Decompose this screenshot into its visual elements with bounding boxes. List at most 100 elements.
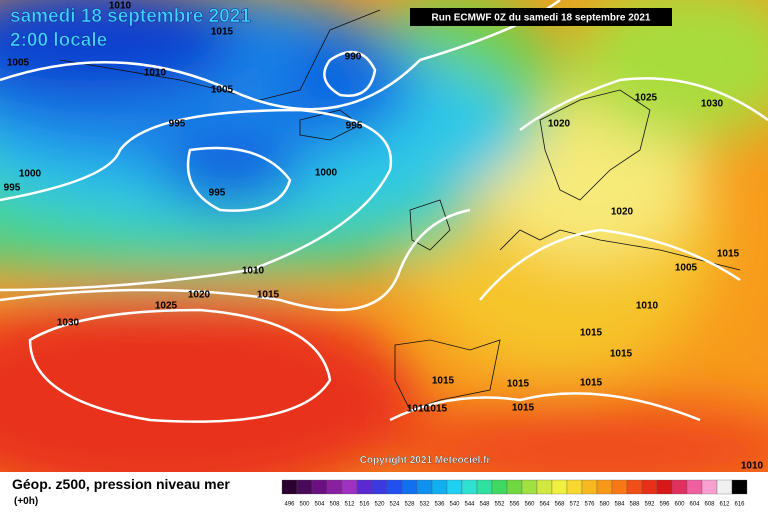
scale-swatch <box>326 479 343 495</box>
scale-swatch <box>641 479 658 495</box>
isobar-label: 1010 <box>242 266 265 277</box>
scale-swatch <box>356 479 373 495</box>
scale-swatch <box>686 479 703 495</box>
scale-label: 596 <box>659 502 670 508</box>
scale-swatch <box>596 479 613 495</box>
legend-title: Géop. z500, pression niveau mer <box>12 476 230 492</box>
scale-swatch <box>626 479 643 495</box>
isobar-label: 1020 <box>548 119 571 130</box>
isobar-label: 1005 <box>7 58 30 69</box>
isobar-label: 1015 <box>580 378 603 389</box>
scale-swatch <box>311 479 328 495</box>
date-title: samedi 18 septembre 2021 <box>10 6 251 27</box>
isobars <box>0 0 768 423</box>
isobar-label: 1010 <box>109 1 132 12</box>
isobar-label: 1015 <box>610 349 633 360</box>
scale-swatch <box>341 479 358 495</box>
isobar-label: 995 <box>169 119 186 130</box>
isobar-label: 1020 <box>188 290 211 301</box>
scale-swatch <box>461 479 478 495</box>
isobar-label: 1015 <box>257 290 280 301</box>
scale-label: 576 <box>584 502 595 508</box>
scale-label: 572 <box>569 502 580 508</box>
scale-label: 520 <box>374 502 385 508</box>
isobar-label: 1010 <box>407 404 430 415</box>
scale-swatch <box>296 479 313 495</box>
scale-swatch <box>671 479 688 495</box>
scale-swatch <box>476 479 493 495</box>
scale-label: 524 <box>389 502 400 508</box>
scale-swatch <box>506 479 523 495</box>
scale-label: 528 <box>404 502 415 508</box>
scale-swatch <box>566 479 583 495</box>
scale-swatch <box>611 479 628 495</box>
isobar-label: 1025 <box>155 301 178 312</box>
isobar-label: 990 <box>345 52 362 63</box>
scale-label: 588 <box>629 502 640 508</box>
scale-swatch <box>716 479 733 495</box>
scale-swatch <box>431 479 448 495</box>
scale-swatch <box>701 479 718 495</box>
isobar-label: 1015 <box>512 403 535 414</box>
isobar-label: 1015 <box>211 27 234 38</box>
isobar-label: 1015 <box>717 249 740 260</box>
scale-label: 560 <box>524 502 535 508</box>
isobar-label: 995 <box>346 121 363 132</box>
scale-swatch <box>536 479 553 495</box>
scale-swatch <box>446 479 463 495</box>
isobar-label: 1015 <box>580 328 603 339</box>
scale-swatch <box>521 479 538 495</box>
isobar-label: 1005 <box>675 263 698 274</box>
scale-label: 504 <box>314 502 325 508</box>
scale-swatch <box>386 479 403 495</box>
isobar-label: 1030 <box>57 318 80 329</box>
isobar-label: 1000 <box>315 168 338 179</box>
scale-label: 564 <box>539 502 550 508</box>
scale-label: 532 <box>419 502 430 508</box>
scale-label: 616 <box>734 502 745 508</box>
isobar-label: 1015 <box>425 404 448 415</box>
scale-label: 568 <box>554 502 565 508</box>
isobar-label: 1025 <box>635 93 658 104</box>
isobar-label: 1020 <box>611 207 634 218</box>
scale-swatch <box>656 479 673 495</box>
isobar-label: 1030 <box>701 99 724 110</box>
isobar-label: 1010 <box>741 461 764 472</box>
scale-label: 496 <box>284 502 295 508</box>
scale-label: 544 <box>464 502 475 508</box>
scale-label: 500 <box>299 502 310 508</box>
scale-swatch <box>491 479 508 495</box>
scale-label: 508 <box>329 502 340 508</box>
scale-label: 512 <box>344 502 355 508</box>
scale-label: 584 <box>614 502 625 508</box>
isobar-label: 1015 <box>507 379 530 390</box>
isobar-label: 1015 <box>432 376 455 387</box>
scale-label: 516 <box>359 502 370 508</box>
run-box <box>410 8 672 26</box>
scale-swatch <box>416 479 433 495</box>
scale-label: 552 <box>494 502 505 508</box>
isobar-label: 1000 <box>19 169 42 180</box>
copyright: Copyright 2021 Meteociel.fr <box>360 455 491 466</box>
scale-label: 604 <box>689 502 700 508</box>
scale-swatch <box>281 479 298 495</box>
scale-swatch <box>551 479 568 495</box>
scale-label: 600 <box>674 502 685 508</box>
isobar-label: 995 <box>4 183 21 194</box>
scale-swatch <box>581 479 598 495</box>
scale-label: 540 <box>449 502 460 508</box>
scale-swatch <box>401 479 418 495</box>
scale-label: 612 <box>719 502 730 508</box>
isobar-label: 1005 <box>211 85 234 96</box>
run-label: Run ECMWF 0Z du samedi 18 septembre 2021 <box>432 13 651 24</box>
scale-label: 608 <box>704 502 715 508</box>
scale-label: 556 <box>509 502 520 508</box>
isobar-label: 1010 <box>636 301 659 312</box>
scale-swatch <box>371 479 388 495</box>
scale-label: 536 <box>434 502 445 508</box>
scale-label: 592 <box>644 502 655 508</box>
isobar-label: 995 <box>209 188 226 199</box>
legend-lead: (+0h) <box>14 496 38 507</box>
